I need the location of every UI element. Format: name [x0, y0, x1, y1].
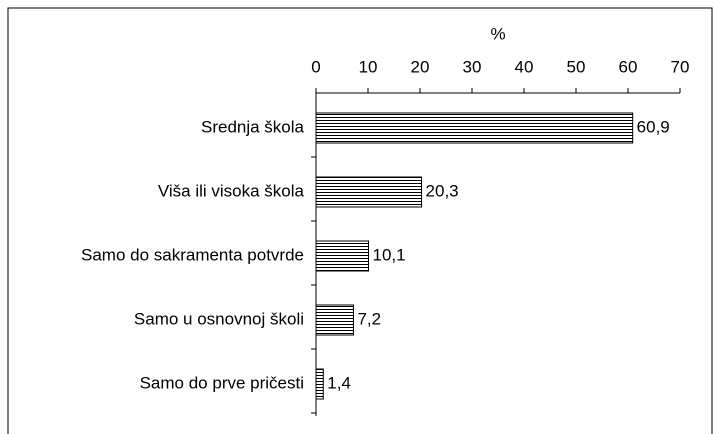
bar — [315, 176, 423, 208]
bar — [315, 304, 354, 336]
y-tick-label: Srednja škola — [201, 117, 305, 136]
value-label: 10,1 — [373, 245, 406, 264]
bar — [315, 368, 324, 400]
x-tick-label: 50 — [567, 57, 586, 76]
x-axis-label: % — [490, 24, 505, 43]
y-tick-label: Viša ili visoka škola — [158, 181, 305, 200]
value-label: 20,3 — [426, 181, 459, 200]
value-label: 60,9 — [637, 117, 670, 136]
x-tick-label: 0 — [311, 57, 320, 76]
x-tick-label: 20 — [411, 57, 430, 76]
bar — [315, 112, 634, 144]
x-tick-label: 70 — [671, 57, 690, 76]
frame — [7, 7, 713, 434]
x-tick-label: 60 — [619, 57, 638, 76]
x-tick-label: 10 — [359, 57, 378, 76]
y-tick-label: Samo do prve pričesti — [140, 373, 304, 392]
y-tick-label: Samo u osnovnoj školi — [134, 309, 304, 328]
value-label: 7,2 — [357, 309, 381, 328]
x-tick-label: 30 — [463, 57, 482, 76]
value-label: 1,4 — [327, 373, 351, 392]
bar — [315, 240, 370, 272]
x-tick-label: 40 — [515, 57, 534, 76]
y-tick-label: Samo do sakramenta potvrde — [81, 245, 304, 264]
